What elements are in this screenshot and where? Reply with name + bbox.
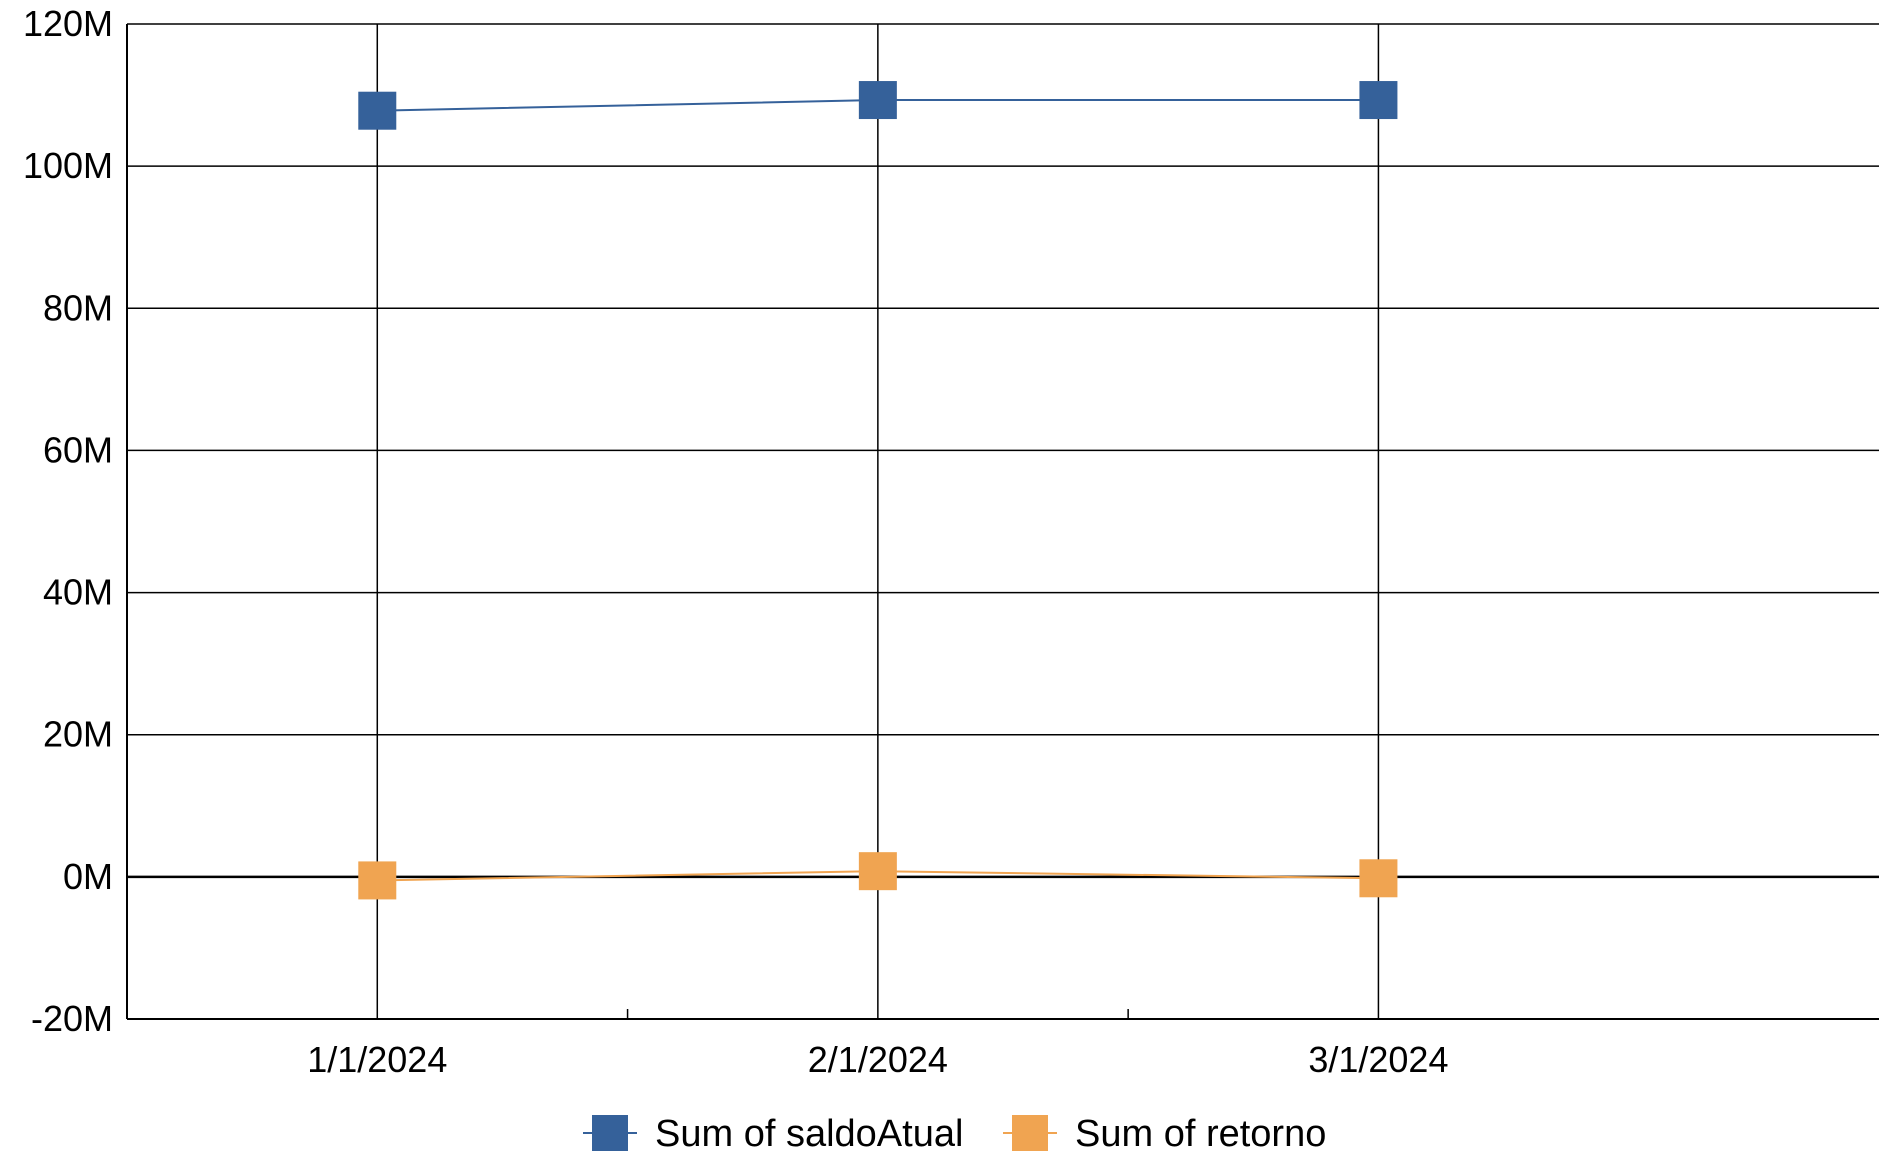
x-tick-label: 1/1/2024 bbox=[307, 1039, 447, 1080]
x-tick-label: 2/1/2024 bbox=[808, 1039, 948, 1080]
legend-marker bbox=[592, 1115, 628, 1151]
legend-marker bbox=[1012, 1115, 1048, 1151]
y-tick-label: 0M bbox=[63, 856, 113, 897]
data-point-marker bbox=[358, 861, 397, 900]
legend: Sum of saldoAtual Sum of retorno bbox=[583, 1113, 1326, 1155]
y-tick-label: -20M bbox=[31, 998, 113, 1039]
data-point-marker bbox=[1359, 81, 1398, 120]
y-tick-label: 120M bbox=[23, 3, 113, 44]
legend-label: Sum of retorno bbox=[1075, 1113, 1326, 1155]
data-point-marker bbox=[858, 81, 897, 120]
y-tick-label: 60M bbox=[43, 429, 113, 470]
y-tick-label: 40M bbox=[43, 572, 113, 613]
series-2 bbox=[358, 852, 1398, 900]
legend-item-2: Sum of retorno bbox=[1003, 1113, 1326, 1155]
y-tick-label: 100M bbox=[23, 145, 113, 186]
data-point-marker bbox=[858, 852, 897, 891]
x-tick-label: 3/1/2024 bbox=[1308, 1039, 1448, 1080]
axis-layer: -20M 0M 20M 40M 60M 80M 100M 120M 1/1/2024 2/1/20… bbox=[23, 3, 1879, 1080]
series-1 bbox=[358, 81, 1398, 130]
data-point-marker bbox=[358, 91, 397, 130]
y-tick-label: 20M bbox=[43, 714, 113, 755]
series-layer bbox=[358, 81, 1398, 900]
y-tick-label: 80M bbox=[43, 287, 113, 328]
legend-label: Sum of saldoAtual bbox=[655, 1113, 963, 1155]
data-point-marker bbox=[1359, 859, 1398, 898]
legend-item-1: Sum of saldoAtual bbox=[583, 1113, 963, 1155]
